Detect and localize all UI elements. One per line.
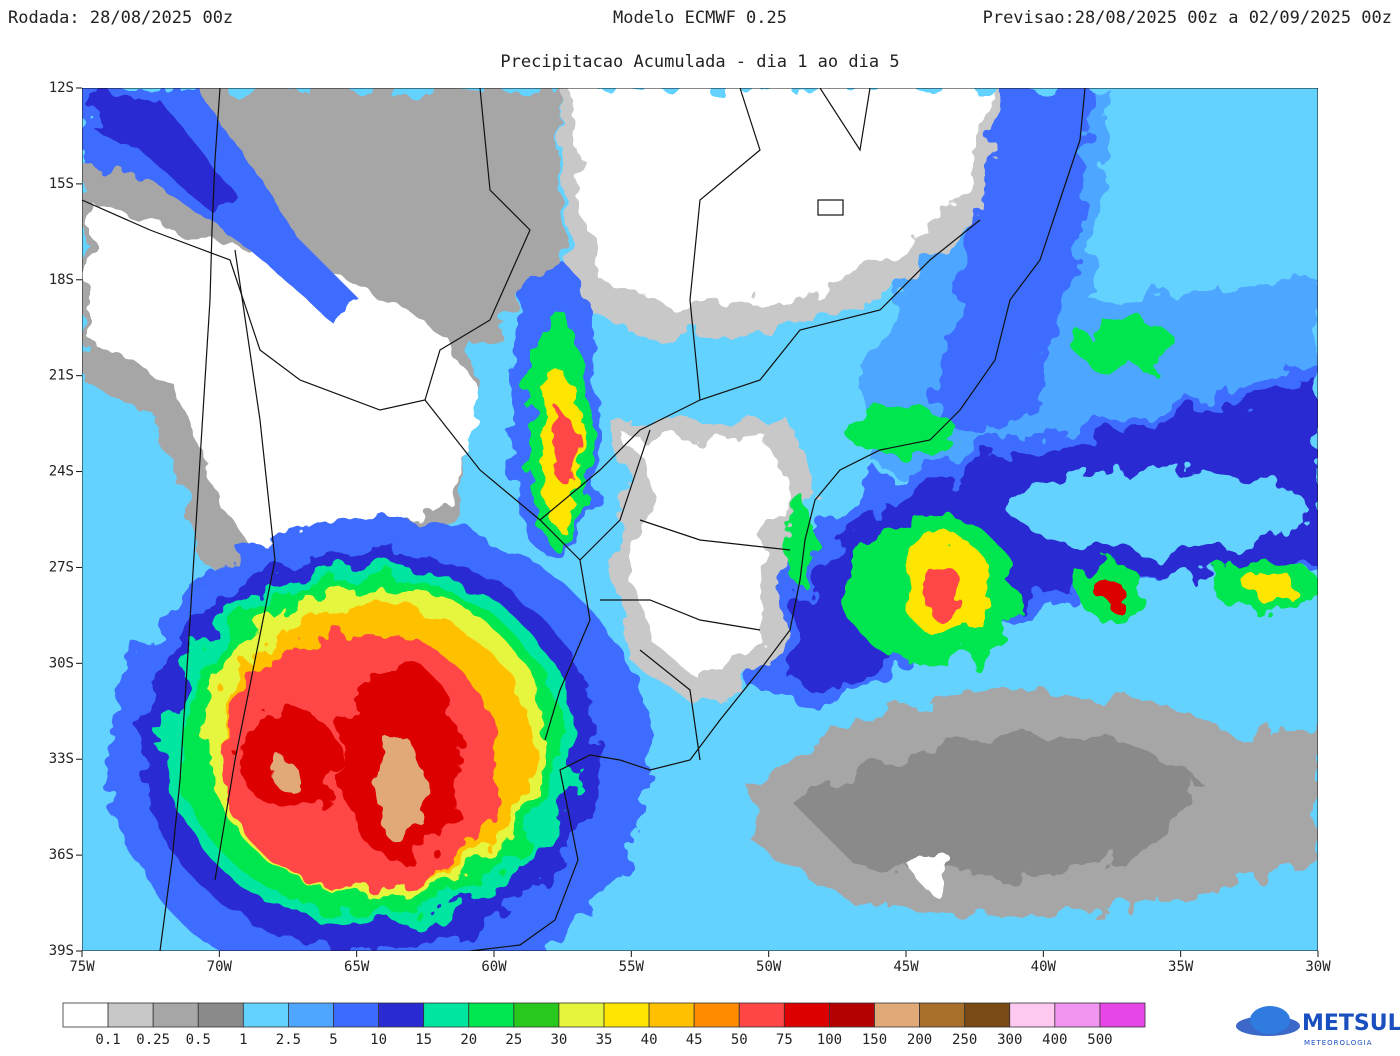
legend-level: 75 (776, 1032, 793, 1048)
legend-swatch (783, 1002, 830, 1028)
lat-tick-label: 36S (49, 847, 74, 863)
legend-level: 250 (952, 1032, 977, 1048)
legend-level: 1 (239, 1032, 247, 1048)
lat-tick-label: 33S (49, 751, 74, 767)
lon-tick-label: 75W (69, 959, 95, 975)
logo: METSUL METEOROLOGIA (1236, 1006, 1400, 1047)
legend-level: 25 (505, 1032, 522, 1048)
lat-tick-label: 24S (49, 464, 74, 480)
legend-swatch (1009, 1002, 1056, 1028)
legend-level: 5 (329, 1032, 337, 1048)
model-label: Modelo ECMWF 0.25 (613, 8, 787, 28)
legend-swatch (468, 1002, 515, 1028)
legend-swatch (242, 1002, 289, 1028)
legend-level: 0.5 (186, 1032, 211, 1048)
legend-swatch (62, 1002, 109, 1028)
lat-tick-label: 18S (49, 272, 74, 288)
legend-swatch (423, 1002, 470, 1028)
legend-swatch (558, 1002, 605, 1028)
lon-tick-label: 65W (344, 959, 370, 975)
legend-swatch (197, 1002, 244, 1028)
legend-swatch (107, 1002, 154, 1028)
legend-swatch (829, 1002, 875, 1028)
lon-tick-label: 35W (1168, 959, 1194, 975)
legend-level: 30 (550, 1032, 567, 1048)
lat-tick-label: 39S (49, 943, 74, 959)
legend-level: 2.5 (276, 1032, 301, 1048)
logo-name: METSUL (1302, 1011, 1400, 1036)
lon-tick-label: 45W (893, 959, 919, 975)
lat-tick-label: 30S (49, 655, 74, 671)
legend-level: 200 (907, 1032, 932, 1048)
map-title: Precipitacao Acumulada - dia 1 ao dia 5 (500, 52, 899, 72)
legend-swatch (693, 1002, 740, 1028)
precip-field (82, 88, 1318, 951)
legend: 0.1 0.25 0.5 1 2.5 5 10 15 20 25 30 35 40 45 50 75 100 15… (62, 1002, 1146, 1048)
legend-level: 0.25 (136, 1032, 170, 1048)
lat-tick-label: 27S (49, 559, 74, 575)
legend-level: 20 (460, 1032, 477, 1048)
legend-level: 100 (817, 1032, 842, 1048)
lon-tick-label: 30W (1305, 959, 1331, 975)
lat-tick-label: 12S (49, 80, 74, 96)
run-label: Rodada: 28/08/2025 00z (8, 8, 233, 28)
lat-tick-label: 21S (49, 368, 74, 384)
legend-swatch (152, 1002, 199, 1028)
legend-swatch (513, 1002, 560, 1028)
lon-tick-label: 40W (1031, 959, 1057, 975)
legend-swatch (738, 1002, 785, 1028)
legend-level: 50 (731, 1032, 748, 1048)
forecast-label: Previsao:28/08/2025 00z a 02/09/2025 00z (983, 8, 1392, 28)
legend-swatch (288, 1002, 334, 1028)
lon-tick-label: 70W (207, 959, 233, 975)
legend-level: 10 (370, 1032, 387, 1048)
legend-level: 15 (415, 1032, 432, 1048)
legend-swatch (874, 1002, 920, 1028)
lon-tick-label: 55W (619, 959, 645, 975)
legend-swatch (1054, 1002, 1101, 1028)
legend-swatch (919, 1002, 966, 1028)
legend-level: 0.1 (95, 1032, 120, 1048)
legend-swatch (964, 1002, 1011, 1028)
legend-swatch (378, 1002, 425, 1028)
legend-level: 35 (596, 1032, 613, 1048)
legend-level: 150 (862, 1032, 887, 1048)
legend-level: 300 (997, 1032, 1022, 1048)
logo-subtitle: METEOROLOGIA (1304, 1039, 1372, 1047)
legend-level: 40 (641, 1032, 658, 1048)
legend-swatch (603, 1002, 650, 1028)
legend-level: 400 (1042, 1032, 1067, 1048)
legend-swatch (1099, 1002, 1146, 1028)
legend-swatch (648, 1002, 695, 1028)
legend-level: 500 (1087, 1032, 1112, 1048)
legend-level: 45 (686, 1032, 703, 1048)
lon-tick-label: 60W (481, 959, 507, 975)
lat-tick-label: 15S (49, 176, 74, 192)
lon-tick-label: 50W (756, 959, 782, 975)
legend-swatch (333, 1002, 379, 1028)
